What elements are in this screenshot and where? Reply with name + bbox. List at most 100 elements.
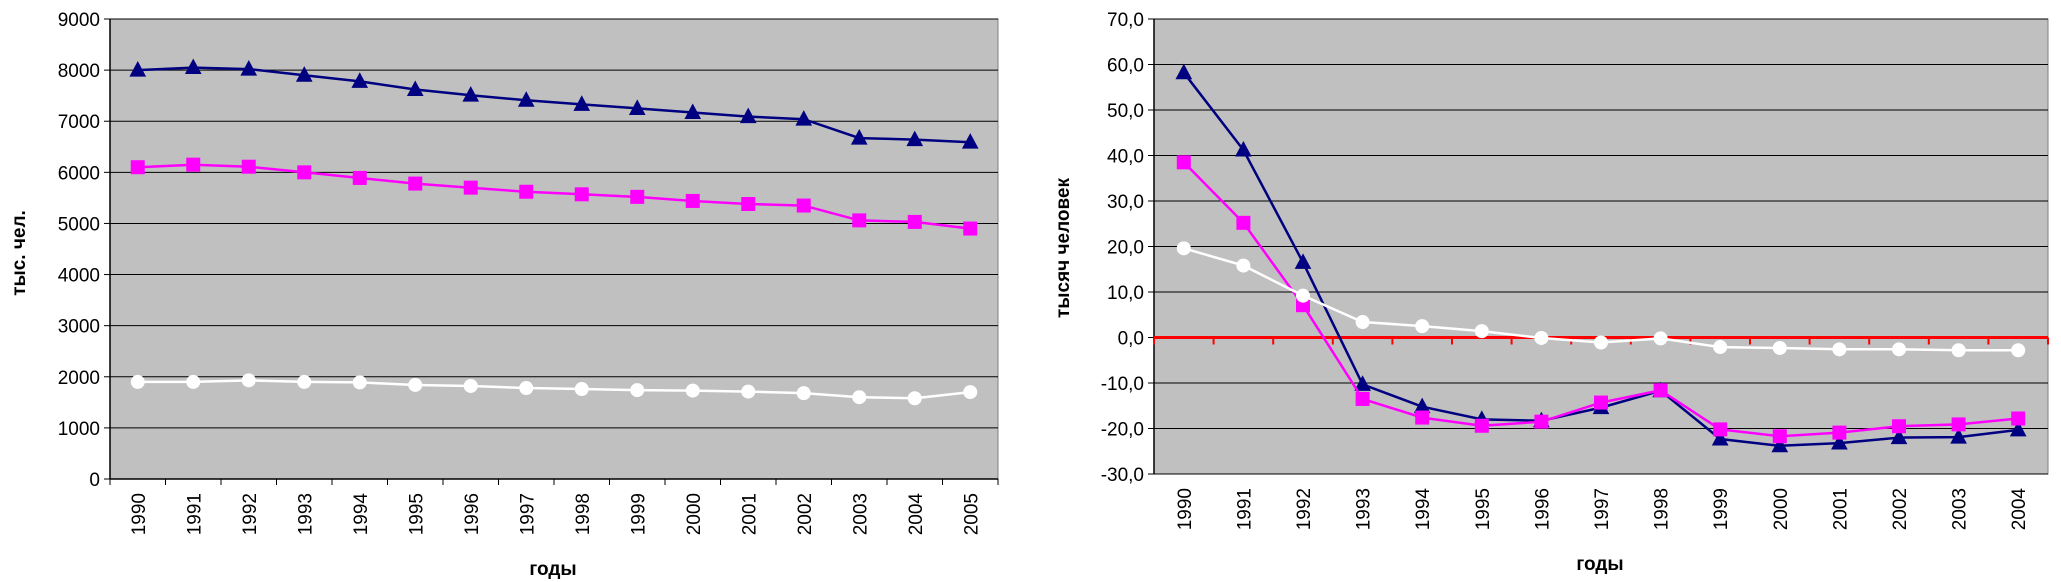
left-y-tick-label: 5000 — [58, 214, 100, 235]
right-x-tick-label: 1994 — [1413, 488, 1434, 531]
left-series-1-point — [295, 66, 313, 82]
right-x-tick-label: 2001 — [1830, 488, 1851, 530]
right-series-3-point — [2011, 343, 2026, 358]
right-series-2-point — [1355, 391, 1370, 406]
left-series-2-point — [685, 193, 700, 208]
right-series-3-point — [1653, 331, 1668, 346]
left-series-2-point — [796, 198, 811, 213]
left-series-1-line — [137, 66, 971, 144]
left-series-3-point — [963, 385, 978, 400]
right-series-3-point — [1296, 288, 1310, 303]
right-y-tick-label: -10,0 — [1101, 374, 1144, 395]
left-y-tick-label: 7000 — [58, 112, 100, 133]
left-series-3-point — [685, 383, 700, 398]
right-y-tick-label: 20,0 — [1107, 238, 1144, 259]
left-y-axis-title: тыс. чел. — [9, 210, 30, 296]
right-series-1-point — [1771, 436, 1789, 453]
right-series-2-point — [1474, 418, 1489, 433]
right-series-1-point — [1711, 429, 1729, 446]
right-y-tick-label: 60,0 — [1107, 56, 1144, 77]
right-series-2-point — [1832, 425, 1847, 440]
left-series-3-point — [463, 378, 478, 393]
left-x-tick-label: 1992 — [240, 493, 261, 535]
left-series-1-point — [628, 99, 646, 115]
right-x-tick-label: 1996 — [1532, 488, 1553, 530]
left-series-3-point — [630, 383, 645, 398]
left-y-tick-label: 4000 — [58, 266, 100, 287]
left-series-3-line — [137, 379, 971, 400]
left-series-2-point — [907, 214, 922, 229]
left-series-1-point — [906, 130, 924, 147]
left-x-tick-label: 1995 — [406, 493, 427, 535]
left-series-2-point — [741, 197, 756, 212]
right-x-tick-label: 2004 — [2009, 488, 2030, 531]
left-series-3-point — [130, 374, 145, 389]
left-series-3-point — [408, 377, 423, 392]
right-chart: тысяч человек годы -30,0 -20,0 -10,0 0,0 10,… — [1053, 10, 2049, 575]
left-x-axis-title: годы — [529, 559, 576, 580]
right-y-tick-label: 70,0 — [1107, 10, 1144, 31]
right-y-tick-label: 0,0 — [1118, 329, 1144, 350]
left-series-3-point — [907, 391, 922, 406]
left-series-2-point — [297, 165, 312, 180]
left-x-tick-label: 1993 — [295, 493, 316, 535]
right-x-axis-title: годы — [1576, 554, 1623, 575]
left-series-2-point — [630, 189, 645, 204]
right-y-tick-label: 30,0 — [1107, 192, 1144, 213]
left-series-3-point — [241, 373, 256, 388]
left-series-1-point — [462, 86, 480, 102]
right-series-2-point — [1892, 419, 1906, 434]
left-chart: тыс. чел. годы 0 1000 2000 3000 4000 5000 6000… — [9, 10, 999, 580]
left-series-1-point — [573, 95, 591, 111]
left-series-2-point — [852, 213, 867, 228]
left-series-3-point — [297, 374, 312, 389]
left-series-1-point — [517, 91, 535, 107]
left-x-tick-label: 2000 — [684, 493, 705, 535]
right-x-tick-label: 1998 — [1652, 488, 1673, 530]
right-series-3-point — [1832, 342, 1847, 357]
left-series-2-point — [130, 160, 145, 175]
right-y-tick-label: -20,0 — [1101, 420, 1144, 441]
right-series-3-point — [1594, 335, 1608, 350]
left-series-2-point — [963, 221, 978, 236]
right-series-1-point — [1890, 428, 1908, 445]
right-series-2-point — [1594, 395, 1608, 410]
right-x-tick-label: 1995 — [1473, 488, 1494, 530]
right-series-1-point — [2009, 420, 2027, 437]
left-series-2-point — [519, 184, 534, 199]
left-series-1-point — [850, 129, 868, 145]
right-series-1-point — [1175, 63, 1193, 80]
left-series-3-point — [574, 382, 589, 397]
left-series-3-point — [519, 381, 534, 396]
left-series-2-point — [186, 157, 201, 172]
left-y-tick-label: 8000 — [58, 61, 100, 82]
right-y-tick-label: 50,0 — [1107, 101, 1144, 122]
right-series-2-point — [1236, 215, 1251, 230]
right-series-2-point — [1415, 410, 1430, 425]
left-x-tick-label: 1991 — [184, 493, 205, 535]
right-series-3-point — [1951, 343, 1966, 358]
left-x-tick-label: 1994 — [351, 493, 372, 536]
right-x-tick-label: 1991 — [1234, 488, 1255, 530]
right-y-tick-label: 10,0 — [1107, 283, 1144, 304]
left-x-tick-label: 1996 — [462, 493, 483, 535]
left-series-2-line — [137, 163, 971, 230]
right-y-tick-label: 40,0 — [1107, 147, 1144, 168]
right-series-3-point — [1474, 324, 1489, 339]
right-series-3-point — [1534, 330, 1549, 345]
right-series-1-point — [1354, 375, 1371, 391]
left-series-3-point — [852, 390, 867, 405]
left-series-1-point — [739, 107, 757, 124]
left-series-1-point — [240, 60, 258, 76]
left-series-3-point — [186, 374, 201, 389]
left-y-tick-label: 1000 — [58, 419, 100, 440]
left-x-tick-label: 2004 — [906, 493, 927, 536]
left-y-tick-label: 6000 — [58, 163, 100, 184]
right-x-tick-label: 2000 — [1771, 488, 1792, 530]
left-series-1-point — [184, 58, 202, 75]
left-series-2-point — [408, 176, 423, 191]
right-series-1-point — [1950, 428, 1967, 444]
right-x-tick-label: 1997 — [1592, 488, 1613, 530]
right-x-tick-label: 1993 — [1354, 488, 1375, 530]
right-series-1-point — [1294, 253, 1312, 269]
